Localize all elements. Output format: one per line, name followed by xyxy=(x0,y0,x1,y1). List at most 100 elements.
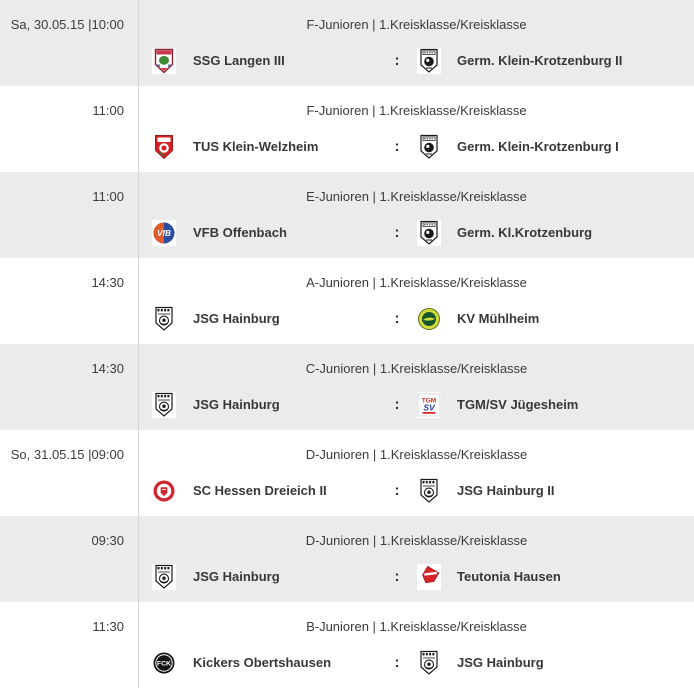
match-datetime: So, 31.05.15 |09:00 xyxy=(0,430,139,516)
match-details: D-Junioren | 1.Kreisklasse/Kreisklasse S… xyxy=(139,430,694,516)
match-datetime: 09:30 xyxy=(0,516,139,602)
away-team-crest-icon xyxy=(417,564,441,590)
home-team-name: JSG Hainburg xyxy=(193,311,280,326)
home-team: JSG Hainburg xyxy=(152,564,384,590)
svg-text:TGM: TGM xyxy=(422,398,436,405)
match-category: B-Junioren | 1.Kreisklasse/Kreisklasse xyxy=(306,619,527,634)
match-pairing: SC Hessen Dreieich II : JSG Hainburg II xyxy=(139,478,694,504)
match-pairing: VfB VFB Offenbach : Germ. Kl.Krotzenburg xyxy=(139,220,694,246)
match-row[interactable]: 11:30 B-Junioren | 1.Kreisklasse/Kreiskl… xyxy=(0,602,694,688)
match-row[interactable]: Sa, 30.05.15 |10:00 F-Junioren | 1.Kreis… xyxy=(0,0,694,86)
away-team-name: KV Mühlheim xyxy=(457,311,540,326)
match-details: C-Junioren | 1.Kreisklasse/Kreisklasse J… xyxy=(139,344,694,430)
match-details: A-Junioren | 1.Kreisklasse/Kreisklasse J… xyxy=(139,258,694,344)
match-pairing: JSG Hainburg : TGM SV TGM/SV Jügesheim xyxy=(139,392,694,418)
match-pairing: JSG Hainburg : KV Mühlheim xyxy=(139,306,694,332)
match-pairing: FCK Kickers Obertshausen : JSG Hainburg xyxy=(139,650,694,676)
svg-text:VfB: VfB xyxy=(157,229,171,238)
home-team-name: SSG Langen III xyxy=(193,53,285,68)
away-team-crest-icon xyxy=(417,650,441,676)
score-separator: : xyxy=(394,310,400,327)
home-team: TUS Klein-Welzheim xyxy=(152,134,384,160)
match-row[interactable]: So, 31.05.15 |09:00 D-Junioren | 1.Kreis… xyxy=(0,430,694,516)
match-datetime: 11:00 xyxy=(0,172,139,258)
match-category: D-Junioren | 1.Kreisklasse/Kreisklasse xyxy=(305,447,528,462)
home-team: SC Hessen Dreieich II xyxy=(152,478,384,504)
match-details: D-Junioren | 1.Kreisklasse/Kreisklasse J… xyxy=(139,516,694,602)
home-team-name: SC Hessen Dreieich II xyxy=(193,483,327,498)
svg-text:FCK: FCK xyxy=(157,661,171,668)
away-team-crest-icon xyxy=(417,478,441,504)
home-team-crest-icon xyxy=(152,134,176,160)
home-team: SSG Langen III xyxy=(152,48,384,74)
match-datetime: 11:30 xyxy=(0,602,139,688)
match-row[interactable]: 09:30 D-Junioren | 1.Kreisklasse/Kreiskl… xyxy=(0,516,694,602)
away-team: JSG Hainburg xyxy=(417,650,544,676)
away-team-name: Teutonia Hausen xyxy=(457,569,561,584)
match-details: B-Junioren | 1.Kreisklasse/Kreisklasse F… xyxy=(139,602,694,688)
away-team-crest-icon xyxy=(417,220,441,246)
home-team-crest-icon xyxy=(152,306,176,332)
match-details: F-Junioren | 1.Kreisklasse/Kreisklasse S… xyxy=(139,0,694,86)
home-team: JSG Hainburg xyxy=(152,306,384,332)
match-category: E-Junioren | 1.Kreisklasse/Kreisklasse xyxy=(306,189,527,204)
home-team-crest-icon: FCK xyxy=(152,650,176,676)
match-pairing: SSG Langen III : Germ. Klein-Krotzenburg… xyxy=(139,48,694,74)
match-details: F-Junioren | 1.Kreisklasse/Kreisklasse T… xyxy=(139,86,694,172)
away-team-crest-icon xyxy=(417,134,441,160)
svg-text:SV: SV xyxy=(423,403,436,413)
home-team-name: JSG Hainburg xyxy=(193,569,280,584)
home-team-name: JSG Hainburg xyxy=(193,397,280,412)
away-team: Teutonia Hausen xyxy=(417,564,561,590)
score-separator: : xyxy=(394,52,400,69)
away-team-name: TGM/SV Jügesheim xyxy=(457,397,579,412)
away-team-name: Germ. Kl.Krotzenburg xyxy=(457,225,593,240)
score-separator: : xyxy=(394,138,400,155)
match-details: E-Junioren | 1.Kreisklasse/Kreisklasse V… xyxy=(139,172,694,258)
match-category: C-Junioren | 1.Kreisklasse/Kreisklasse xyxy=(305,361,528,376)
match-category: F-Junioren | 1.Kreisklasse/Kreisklasse xyxy=(306,103,527,118)
home-team: FCK Kickers Obertshausen xyxy=(152,650,384,676)
match-row[interactable]: 11:00 F-Junioren | 1.Kreisklasse/Kreiskl… xyxy=(0,86,694,172)
match-pairing: JSG Hainburg : Teutonia Hausen xyxy=(139,564,694,590)
match-category: F-Junioren | 1.Kreisklasse/Kreisklasse xyxy=(306,17,527,32)
match-category: A-Junioren | 1.Kreisklasse/Kreisklasse xyxy=(306,275,527,290)
home-team-crest-icon xyxy=(152,392,176,418)
away-team: Germ. Kl.Krotzenburg xyxy=(417,220,592,246)
match-row[interactable]: 14:30 A-Junioren | 1.Kreisklasse/Kreiskl… xyxy=(0,258,694,344)
score-separator: : xyxy=(394,654,400,671)
away-team-crest-icon xyxy=(417,306,441,332)
away-team: Germ. Klein-Krotzenburg II xyxy=(417,48,622,74)
match-datetime: 14:30 xyxy=(0,344,139,430)
home-team-name: Kickers Obertshausen xyxy=(193,655,332,670)
home-team-name: TUS Klein-Welzheim xyxy=(193,139,319,154)
match-category: D-Junioren | 1.Kreisklasse/Kreisklasse xyxy=(305,533,528,548)
home-team-crest-icon xyxy=(152,478,176,504)
home-team-crest-icon xyxy=(152,48,176,74)
home-team-crest-icon xyxy=(152,564,176,590)
home-team-crest-icon: VfB xyxy=(152,220,176,246)
away-team: Germ. Klein-Krotzenburg I xyxy=(417,134,619,160)
score-separator: : xyxy=(394,568,400,585)
home-team: JSG Hainburg xyxy=(152,392,384,418)
match-datetime: 14:30 xyxy=(0,258,139,344)
away-team: JSG Hainburg II xyxy=(417,478,555,504)
score-separator: : xyxy=(394,396,400,413)
home-team: VfB VFB Offenbach xyxy=(152,220,384,246)
away-team-name: JSG Hainburg II xyxy=(457,483,555,498)
score-separator: : xyxy=(394,482,400,499)
away-team-name: JSG Hainburg xyxy=(457,655,544,670)
home-team-name: VFB Offenbach xyxy=(193,225,287,240)
match-datetime: Sa, 30.05.15 |10:00 xyxy=(0,0,139,86)
away-team-crest-icon: TGM SV xyxy=(417,392,441,418)
away-team: KV Mühlheim xyxy=(417,306,539,332)
match-row[interactable]: 14:30 C-Junioren | 1.Kreisklasse/Kreiskl… xyxy=(0,344,694,430)
away-team: TGM SV TGM/SV Jügesheim xyxy=(417,392,578,418)
score-separator: : xyxy=(394,224,400,241)
away-team-name: Germ. Klein-Krotzenburg II xyxy=(457,53,623,68)
match-datetime: 11:00 xyxy=(0,86,139,172)
match-row[interactable]: 11:00 E-Junioren | 1.Kreisklasse/Kreiskl… xyxy=(0,172,694,258)
away-team-crest-icon xyxy=(417,48,441,74)
match-pairing: TUS Klein-Welzheim : Germ. Klein-Krotzen… xyxy=(139,134,694,160)
